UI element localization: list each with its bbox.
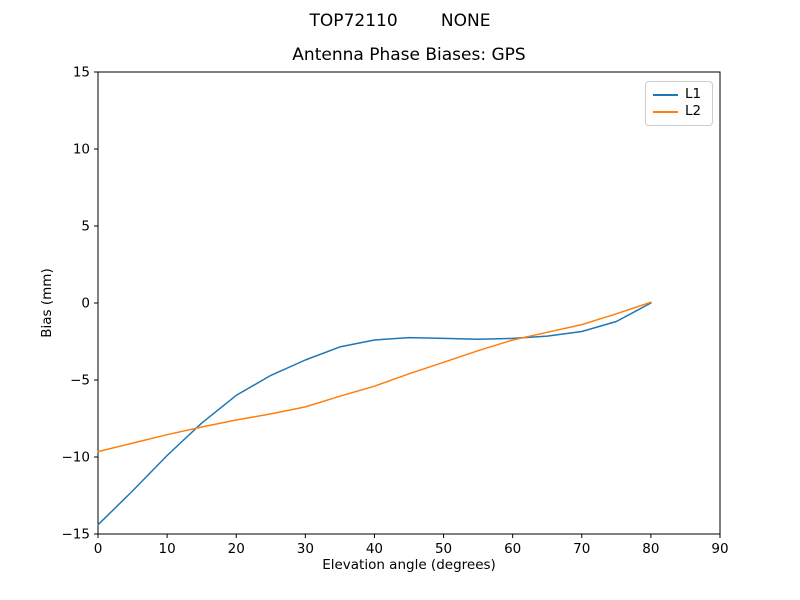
x-tick-label: 20 — [228, 541, 245, 557]
x-tick-label: 80 — [642, 541, 659, 557]
legend-item-l1: L1 — [653, 86, 705, 103]
series-line-l1 — [97, 302, 652, 526]
x-axis-label: Elevation angle (degrees) — [322, 557, 496, 573]
x-tick-label: 60 — [504, 541, 521, 557]
x-tick-label: 90 — [711, 541, 728, 557]
legend-swatch-l2 — [653, 110, 678, 113]
x-tick-label: 10 — [159, 541, 176, 557]
legend-swatch-l1 — [653, 93, 678, 96]
x-tick-label: 30 — [297, 541, 314, 557]
y-tick-label: 0 — [81, 296, 90, 312]
legend-label-l2: L2 — [685, 103, 702, 119]
y-tick-label: −10 — [62, 450, 91, 466]
legend-item-l2: L2 — [653, 103, 705, 120]
x-tick-label: 70 — [573, 541, 590, 557]
y-tick-label: 10 — [73, 142, 90, 158]
y-tick-label: 5 — [81, 219, 90, 235]
y-tick-label: −15 — [62, 527, 91, 543]
y-tick-label: −5 — [70, 373, 90, 389]
x-tick-label: 0 — [94, 541, 103, 557]
x-tick-label: 50 — [435, 541, 452, 557]
series-line-l2 — [97, 301, 652, 453]
y-axis-label: Bias (mm) — [39, 268, 55, 338]
figure-suptitle: TOP72110 NONE — [309, 11, 491, 31]
axes-frame — [97, 71, 721, 535]
chart-title: Antenna Phase Biases: GPS — [292, 45, 526, 65]
y-tick-label: 15 — [73, 65, 90, 81]
legend: L1 L2 — [645, 81, 713, 126]
legend-label-l1: L1 — [685, 86, 702, 102]
x-tick-label: 40 — [366, 541, 383, 557]
